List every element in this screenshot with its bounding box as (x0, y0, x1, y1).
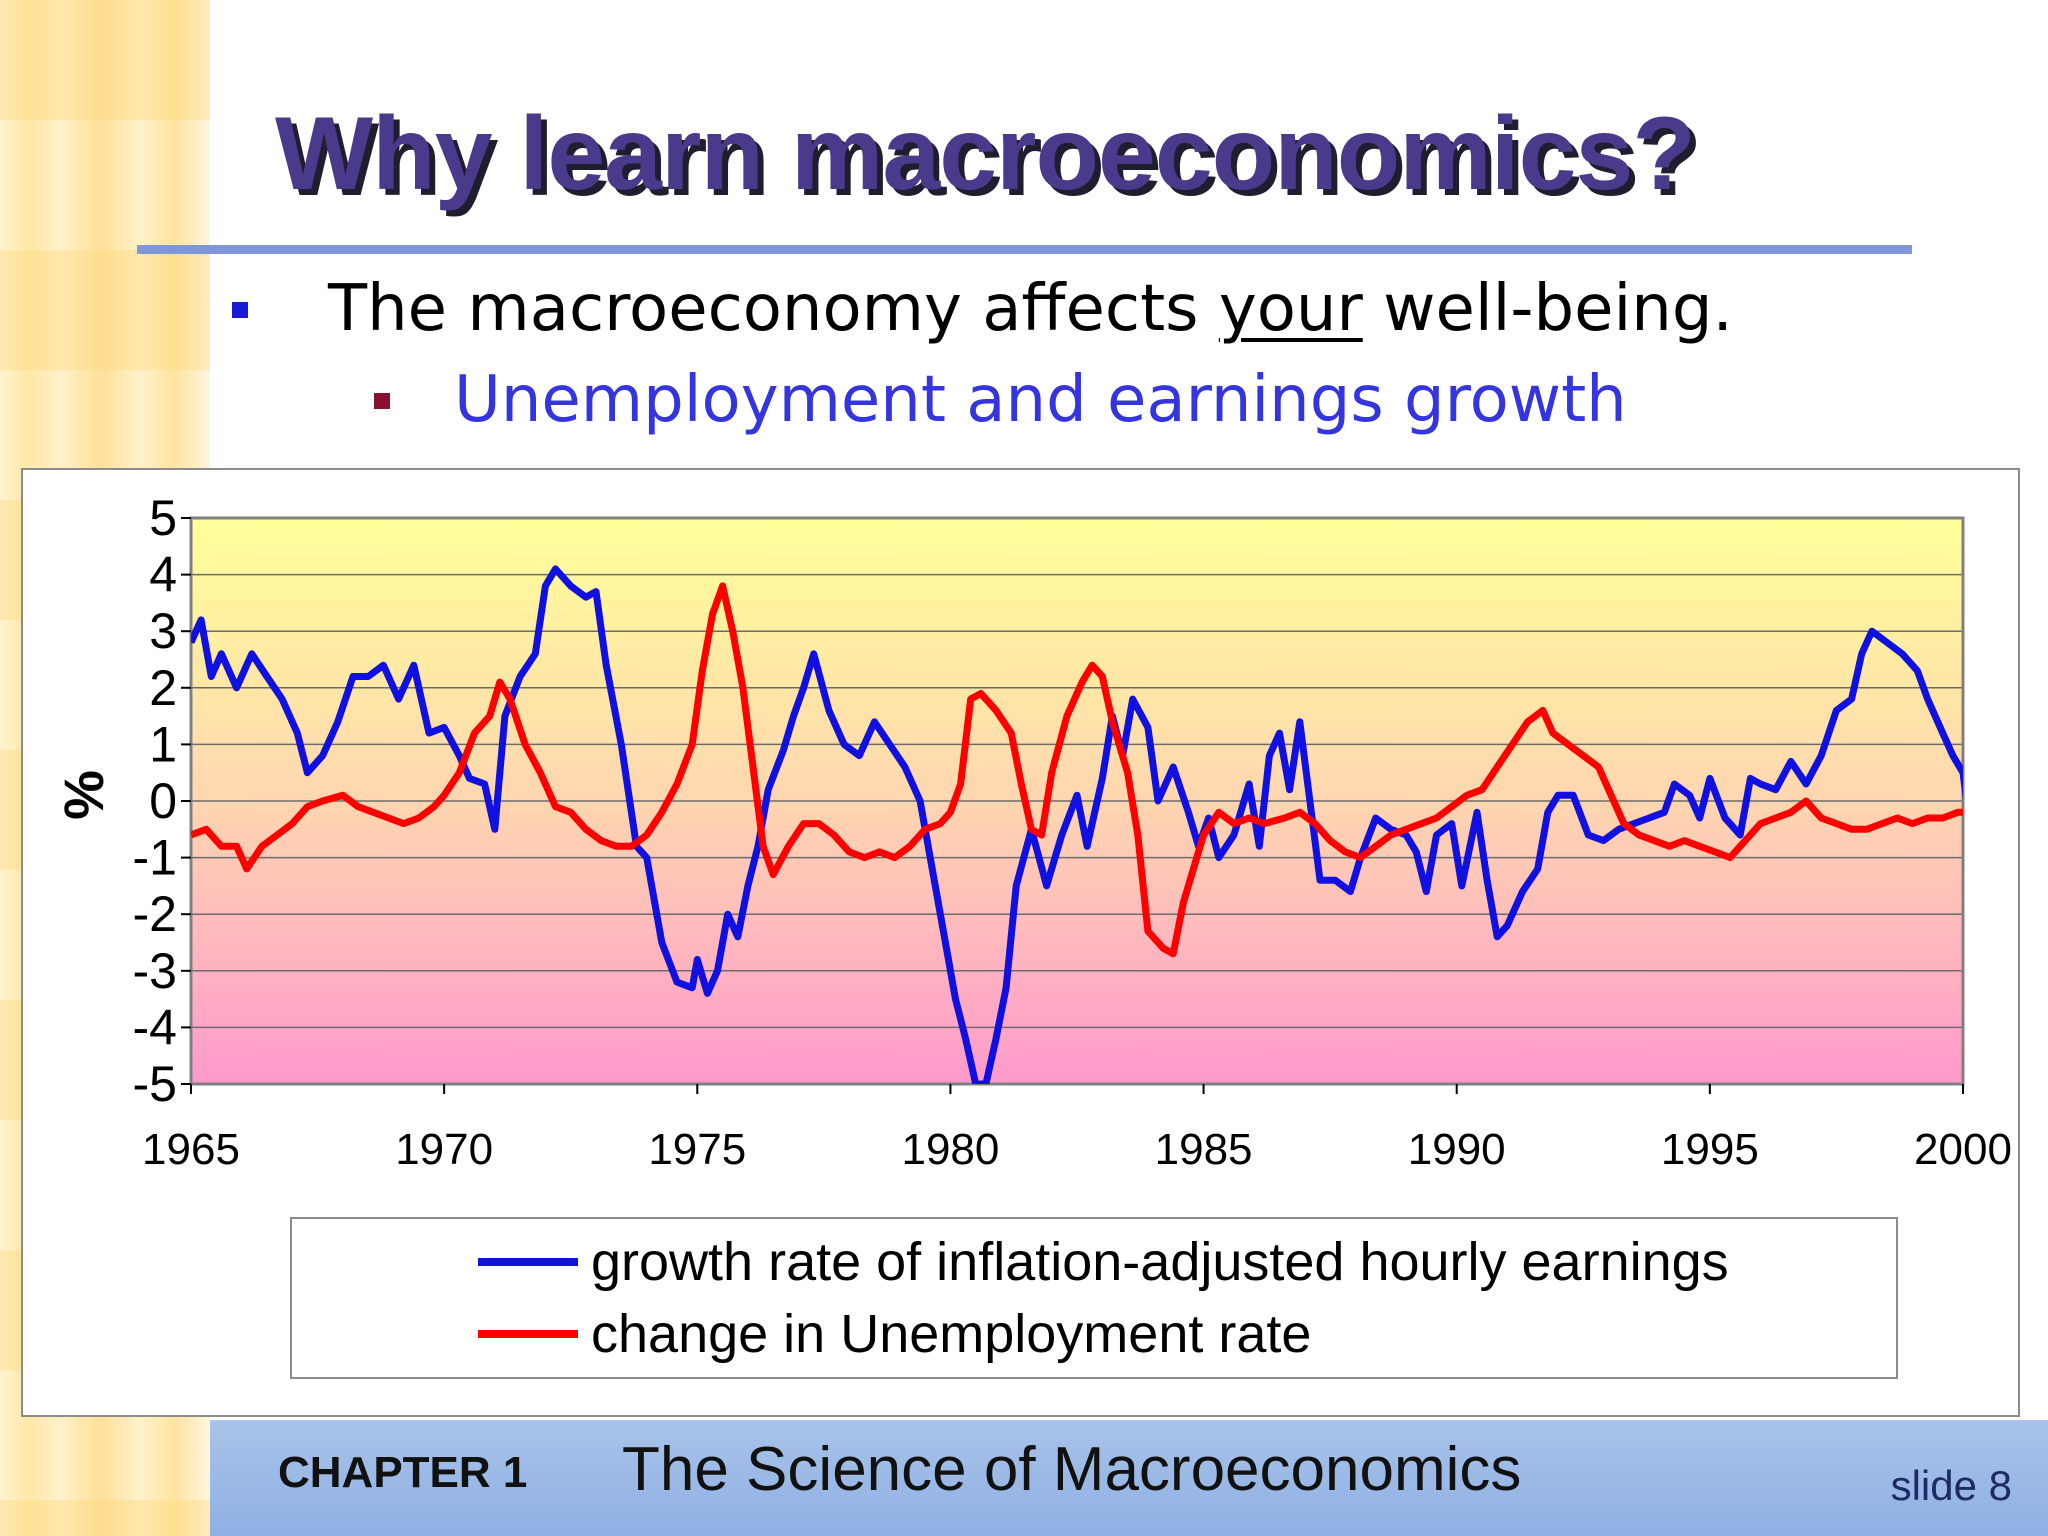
slide-number: slide 8 (1890, 1462, 2012, 1509)
x-axis: 1965 1970 1975 1980 1985 1990 1995 2000 (142, 1084, 2012, 1174)
x-tick-label: 1970 (395, 1125, 493, 1174)
series-unemployment-line (191, 582, 1963, 958)
x-tick-label: 2000 (1914, 1125, 2012, 1174)
footer-chapter: CHAPTER 1 (278, 1448, 528, 1497)
x-tick-label: 1980 (901, 1125, 999, 1174)
x-tick-label: 1985 (1155, 1125, 1253, 1174)
legend: growth rate of inflation-adjusted hourly… (290, 1217, 1898, 1379)
x-tick-label: 1965 (142, 1125, 240, 1174)
x-tick-label: 1975 (648, 1125, 746, 1174)
y-tick-label: -5 (133, 1056, 177, 1112)
y-tick-label: 3 (149, 603, 177, 659)
x-tick-label: 1995 (1661, 1125, 1759, 1174)
square-bullet-icon (374, 393, 390, 409)
y-axis-label: % (52, 770, 115, 820)
x-tick-label: 1990 (1408, 1125, 1506, 1174)
y-tick-label: -1 (133, 830, 177, 886)
series-lines (191, 565, 1963, 1084)
y-tick-label: 1 (149, 716, 177, 772)
bullet-text-after: well-being. (1362, 272, 1733, 346)
y-tick-label: -4 (133, 999, 177, 1055)
y-tick-label: 0 (149, 773, 177, 829)
legend-label-unemployment: change in Unemployment rate (591, 1304, 1311, 1364)
bullet-text-before: The macroeconomy affects (328, 272, 1219, 346)
footer-title: The Science of Macroeconomics (622, 1435, 1522, 1504)
y-tick-label: 4 (149, 547, 177, 603)
y-tick-label: 2 (149, 660, 177, 716)
chart-container: 5 4 3 2 1 0 -1 -2 -3 -4 -5 1965 1970 1975 1980 1985 199… (21, 468, 2020, 1417)
bullet-level-2-text: Unemployment and earnings growth (454, 363, 1627, 437)
bullet-text-underlined: your (1218, 272, 1363, 346)
legend-box (290, 1217, 1898, 1379)
legend-label-earnings: growth rate of inflation-adjusted hourly… (591, 1232, 1729, 1292)
slide-title: Why learn macroeconomics? (275, 96, 1696, 212)
y-tick-label: -2 (133, 886, 177, 942)
title-divider (137, 245, 1912, 254)
y-tick-label: -3 (133, 943, 177, 999)
y-tick-label: 5 (149, 490, 177, 546)
footer-bar: CHAPTER 1 The Science of Macroeconomics … (210, 1420, 2048, 1536)
square-bullet-icon (232, 302, 248, 318)
bullet-level-1-text: The macroeconomy affects your well-being… (328, 272, 1733, 346)
